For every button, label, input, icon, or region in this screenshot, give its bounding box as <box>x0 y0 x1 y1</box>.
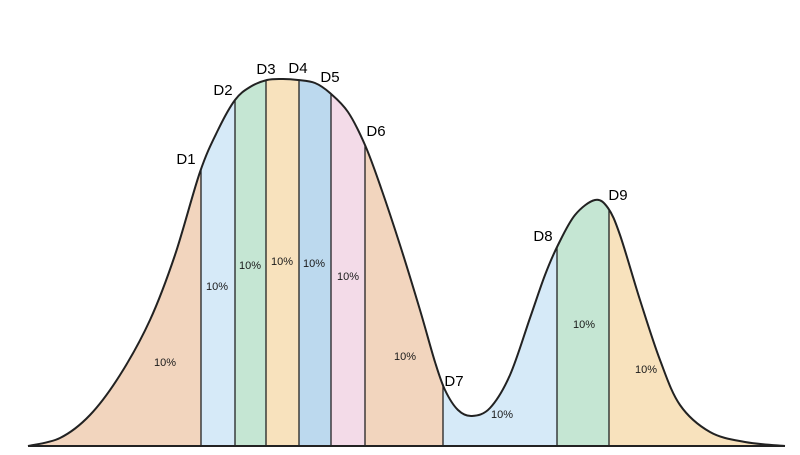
decile-labels: D1 D2 D3 D4 D5 D6 D7 D8 D9 <box>176 60 627 390</box>
segment-label-6: 10% <box>337 271 359 283</box>
segment-label-8: 10% <box>491 409 513 421</box>
decile-label-d4: D4 <box>288 60 307 77</box>
segment-label-7: 10% <box>394 351 416 363</box>
segment-label-2: 10% <box>206 281 228 293</box>
decile-label-d5: D5 <box>320 69 339 86</box>
segment-label-9: 10% <box>573 319 595 331</box>
segment-labels: 10% 10% 10% 10% 10% 10% 10% 10% 10% 10% <box>154 256 657 421</box>
decile-band-10 <box>609 78 785 446</box>
decile-label-d6: D6 <box>366 123 385 140</box>
segment-label-1: 10% <box>154 357 176 369</box>
decile-band-5 <box>299 78 331 446</box>
decile-band-9 <box>557 78 609 446</box>
decile-label-d3: D3 <box>256 61 275 78</box>
decile-bands <box>28 78 785 446</box>
decile-label-d7: D7 <box>444 373 463 390</box>
segment-label-3: 10% <box>239 260 261 272</box>
decile-dividers <box>200 80 610 446</box>
decile-label-d2: D2 <box>213 82 232 99</box>
decile-band-7 <box>365 78 443 446</box>
decile-band-4 <box>266 78 299 446</box>
decile-band-1 <box>28 78 201 446</box>
decile-label-d9: D9 <box>608 187 627 204</box>
density-curve <box>27 77 786 447</box>
segment-label-5: 10% <box>303 258 325 270</box>
decile-label-d1: D1 <box>176 151 195 168</box>
decile-band-3 <box>235 78 266 446</box>
decile-band-2 <box>201 78 235 446</box>
segment-label-10: 10% <box>635 364 657 376</box>
segment-label-4: 10% <box>271 256 293 268</box>
decile-band-6 <box>331 78 365 446</box>
decile-label-d8: D8 <box>533 228 552 245</box>
